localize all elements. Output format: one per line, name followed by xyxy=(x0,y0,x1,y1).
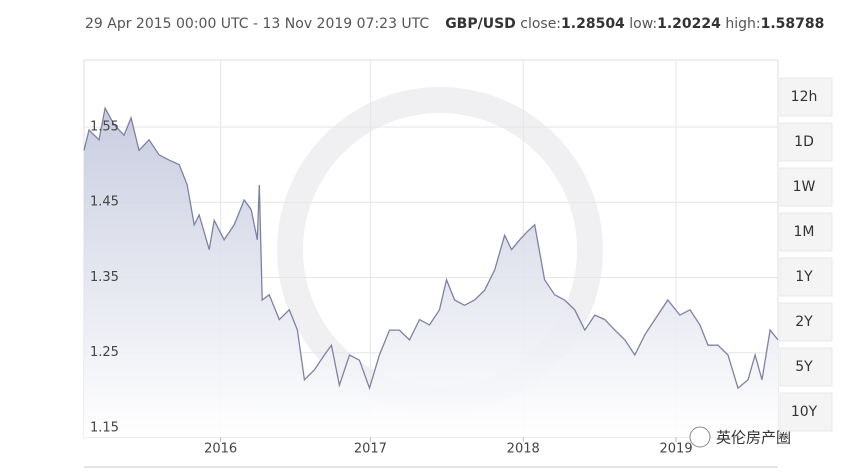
range-button-label[interactable]: 10Y xyxy=(791,404,818,420)
range-button-label[interactable]: 12h xyxy=(791,89,818,105)
range-button[interactable] xyxy=(779,392,833,432)
y-tick-label: 1.55 xyxy=(90,119,119,134)
range-button-label[interactable]: 2Y xyxy=(795,314,813,330)
range-button[interactable] xyxy=(779,212,833,252)
y-tick-label: 1.15 xyxy=(90,420,119,435)
x-tick-label: 2016 xyxy=(204,442,237,457)
stat-label: high: xyxy=(725,16,761,32)
range-button[interactable] xyxy=(779,257,833,297)
x-tick-label: 2017 xyxy=(354,442,387,457)
stat-value: 1.28504 xyxy=(561,16,625,32)
stat-label: close: xyxy=(520,16,562,32)
stat-value: 1.58788 xyxy=(760,16,825,32)
range-button[interactable] xyxy=(779,122,833,162)
price-line xyxy=(83,106,779,391)
stat-label: low: xyxy=(629,16,658,32)
stat-value: 1.20224 xyxy=(657,16,721,32)
area-fill xyxy=(84,108,778,437)
range-button[interactable] xyxy=(779,167,833,207)
range-button-label[interactable]: 5Y xyxy=(795,359,813,375)
y-tick-label: 1.35 xyxy=(90,270,119,285)
range-button[interactable] xyxy=(779,77,833,117)
range-button-label[interactable]: 1D xyxy=(794,134,814,150)
wechat-icon xyxy=(689,426,711,448)
x-tick-label: 2019 xyxy=(660,442,693,457)
range-button-label[interactable]: 1W xyxy=(793,179,816,195)
y-tick-label: 1.45 xyxy=(90,195,119,210)
range-button[interactable] xyxy=(779,302,833,342)
y-tick-label: 1.25 xyxy=(90,345,119,360)
range-button[interactable] xyxy=(779,347,833,387)
range-button-label[interactable]: 1M xyxy=(794,224,815,240)
range-button-label[interactable]: 1Y xyxy=(795,269,813,285)
x-tick-label: 2018 xyxy=(507,442,540,457)
date-range: 29 Apr 2015 00:00 UTC - 13 Nov 2019 07:2… xyxy=(85,16,430,32)
header: 29 Apr 2015 00:00 UTC - 13 Nov 2019 07:2… xyxy=(85,16,824,32)
watermark-text: 英伦房产圈 xyxy=(716,429,791,447)
pair: GBP/USD xyxy=(445,16,516,32)
